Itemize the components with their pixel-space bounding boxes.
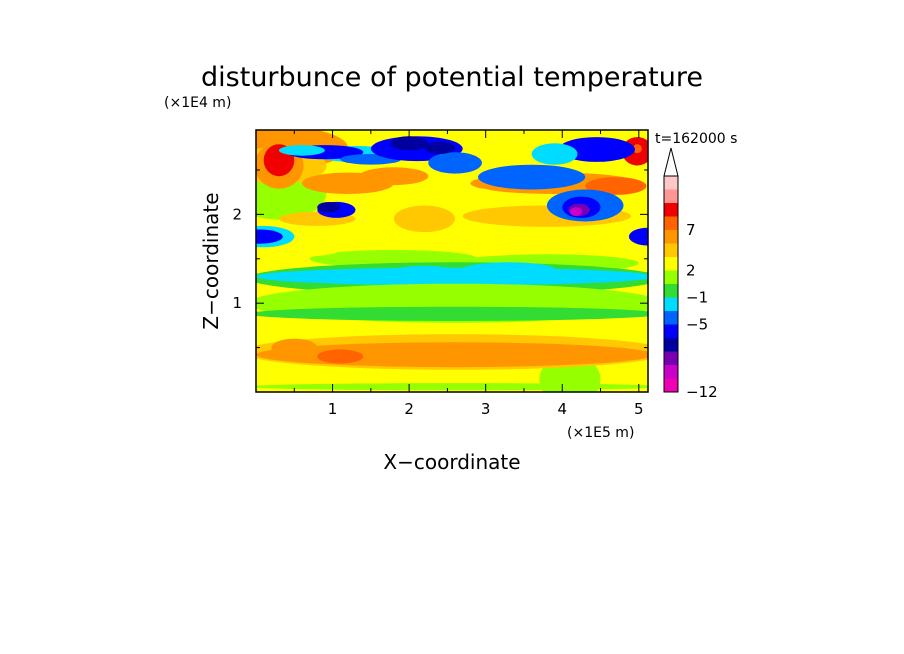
- contour-region: [256, 229, 283, 244]
- contour-region: [278, 145, 325, 156]
- colorbar-swatch: [664, 189, 678, 203]
- contour-region: [256, 306, 648, 321]
- colorbar-swatch: [664, 230, 678, 244]
- contour-region: [585, 177, 647, 195]
- colorbar-swatch: [664, 311, 678, 325]
- contour-field: [256, 130, 648, 392]
- x-axis-unit: (×1E5 m): [567, 425, 634, 441]
- y-axis: 12: [232, 169, 648, 349]
- colorbar-label: −1: [686, 289, 708, 307]
- colorbar-swatch: [664, 216, 678, 230]
- contour-region: [531, 143, 578, 165]
- colorbar-swatch: [664, 324, 678, 338]
- contour-region: [359, 167, 429, 186]
- x-tick-label: 5: [634, 400, 644, 418]
- contour-region: [317, 349, 364, 364]
- x-axis: 1 2 3 4 5: [293, 130, 644, 418]
- chart-title: disturbunce of potential temperature: [201, 62, 703, 93]
- contour-region: [477, 164, 586, 190]
- contour-region: [393, 205, 455, 233]
- x-axis-label: X−coordinate: [383, 450, 520, 474]
- colorbar-swatch: [664, 378, 678, 392]
- contour-region: [271, 338, 318, 357]
- contour-region: [632, 144, 642, 154]
- contour-region: [462, 262, 555, 277]
- colorbar-swatch: [664, 365, 678, 379]
- contour-region: [256, 242, 341, 257]
- contour-region: [558, 137, 635, 162]
- x-tick-label: 3: [481, 400, 491, 418]
- contour-region: [317, 202, 341, 213]
- x-tick-label: 2: [404, 400, 414, 418]
- contour-region: [256, 383, 648, 391]
- y-axis-label: Z−coordinate: [199, 192, 223, 329]
- y-tick-label: 2: [232, 205, 242, 223]
- colorbar-extend-arrow: [663, 147, 679, 177]
- y-axis-unit: (×1E4 m): [164, 95, 231, 111]
- colorbar-swatch: [664, 297, 678, 311]
- colorbar-swatch: [664, 176, 678, 190]
- contour-region: [628, 227, 648, 246]
- colorbar-swatch: [664, 338, 678, 352]
- colorbar-swatch: [664, 257, 678, 271]
- contour-region: [390, 136, 429, 151]
- x-tick-label: 1: [328, 400, 338, 418]
- colorbar-label: 2: [686, 262, 696, 280]
- colorbar: −12−5−127: [663, 147, 718, 401]
- plot-frame: [255, 129, 649, 393]
- contour-region: [569, 207, 583, 217]
- colorbar-swatch: [664, 270, 678, 284]
- colorbar-label: −12: [686, 383, 718, 401]
- x-tick-label: 4: [557, 400, 567, 418]
- y-tick-label: 1: [232, 294, 242, 312]
- colorbar-swatch: [664, 203, 678, 217]
- contour-region: [443, 187, 498, 202]
- colorbar-label: −5: [686, 316, 708, 334]
- contour-region: [428, 152, 482, 174]
- contour-region: [424, 141, 456, 154]
- contour-region: [389, 265, 459, 279]
- colorbar-swatch: [664, 351, 678, 365]
- time-label: t=162000 s: [655, 131, 737, 147]
- colorbar-swatch: [664, 284, 678, 298]
- colorbar-label: 7: [686, 221, 696, 239]
- colorbar-swatch: [664, 243, 678, 257]
